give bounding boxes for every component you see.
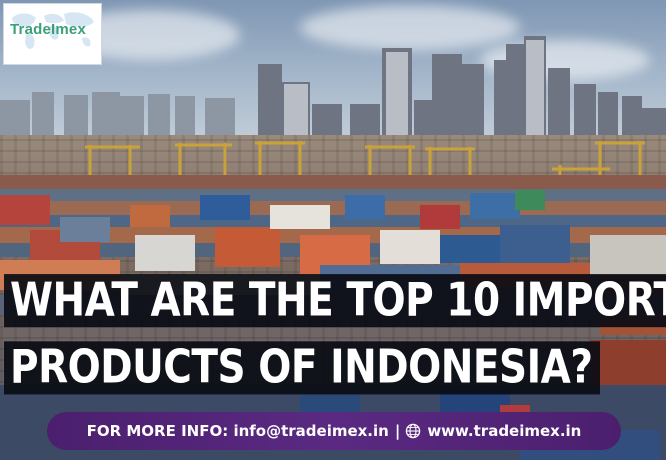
headline-line-1: WHAT ARE THE TOP 10 IMPORT	[4, 267, 666, 334]
info-prefix: FOR MORE INFO:	[86, 422, 234, 440]
website-link[interactable]: www.tradeimex.in	[427, 422, 582, 440]
headline-text-2: PRODUCTS OF INDONESIA?	[4, 341, 601, 395]
headline-text-1: WHAT ARE THE TOP 10 IMPORT	[4, 274, 666, 328]
contact-info-bar: FOR MORE INFO: info@tradeimex.in | www.t…	[47, 412, 621, 450]
brand-logo: TradeImex	[3, 3, 102, 65]
info-separator: |	[394, 422, 401, 440]
email-link[interactable]: info@tradeimex.in	[233, 422, 389, 440]
cloud	[300, 5, 520, 50]
world-map-icon	[12, 12, 94, 49]
headline: WHAT ARE THE TOP 10 IMPORT PRODUCTS OF I…	[4, 267, 666, 402]
logo-text: TradeImex	[10, 21, 87, 38]
headline-line-2: PRODUCTS OF INDONESIA?	[4, 334, 644, 401]
globe-icon	[406, 423, 421, 439]
